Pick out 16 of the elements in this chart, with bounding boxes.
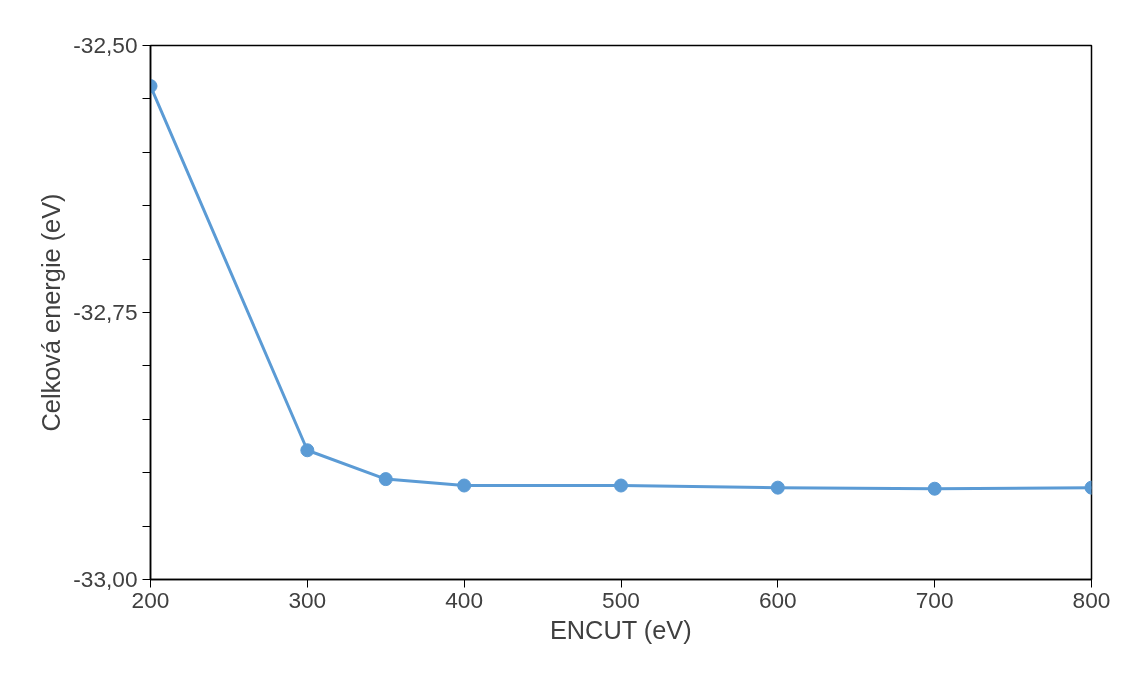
x-tick-label: 700	[915, 586, 954, 613]
x-axis-title: ENCUT (eV)	[549, 615, 692, 644]
y-tick-label: -32,75	[73, 299, 138, 325]
y-axis-title: Celková energie (eV)	[37, 193, 66, 432]
x-tick-label: 400	[445, 586, 484, 613]
x-tick-label: 800	[1072, 586, 1111, 613]
point	[927, 481, 942, 496]
point	[457, 478, 472, 493]
x-tick-label: 500	[602, 586, 640, 613]
point	[300, 443, 315, 458]
y-tick-label: -32,50	[73, 32, 138, 58]
point	[378, 472, 393, 487]
point	[770, 480, 785, 495]
point	[614, 478, 628, 493]
x-tick-label: 300	[288, 586, 327, 613]
x-tick-label: 600	[758, 586, 797, 613]
